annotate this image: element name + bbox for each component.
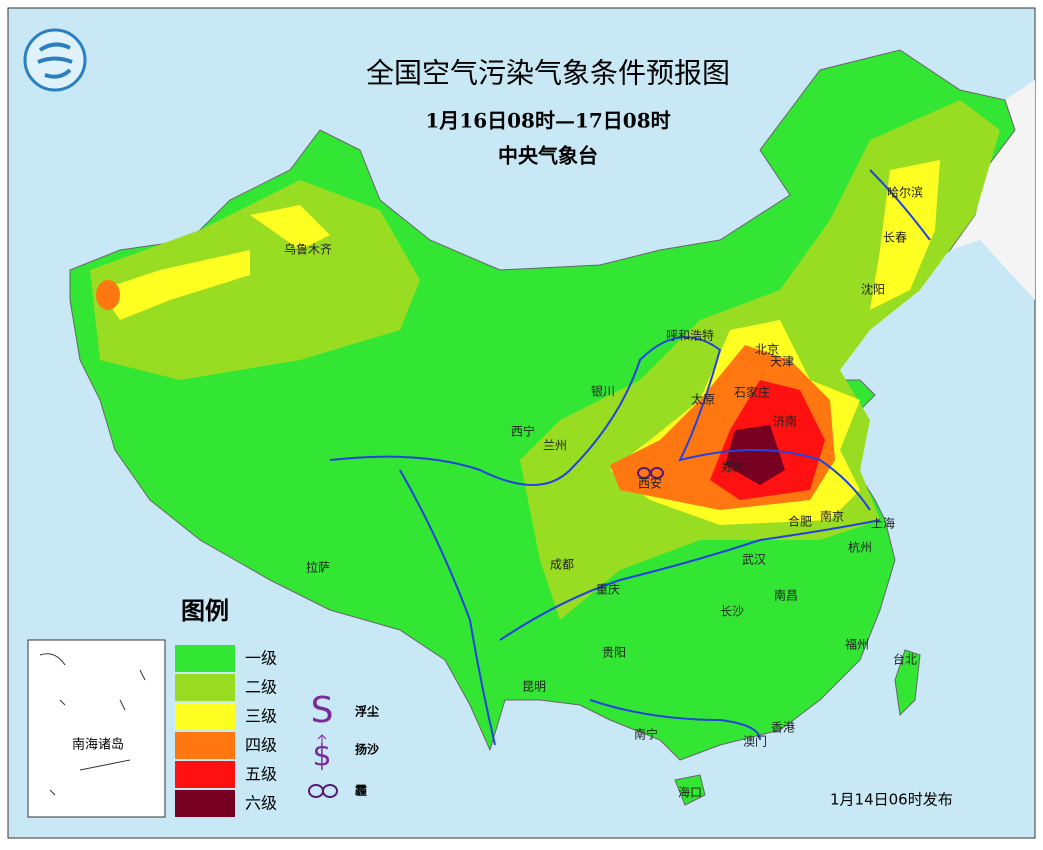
legend-label: 五级 xyxy=(245,765,277,784)
city-label: 郑州 xyxy=(721,460,745,475)
city-label: 杭州 xyxy=(848,540,872,555)
symbol-label: 浮尘 xyxy=(355,704,379,719)
city-label: 拉萨 xyxy=(306,560,330,575)
city-label: 海口 xyxy=(678,785,702,800)
zone-4 xyxy=(96,280,120,310)
city-label: 武汉 xyxy=(742,553,766,567)
zone-6 xyxy=(725,425,785,485)
city-label: 乌鲁木齐 xyxy=(284,242,332,257)
legend-swatch xyxy=(175,732,235,759)
legend-swatch xyxy=(175,703,235,730)
zone-3 xyxy=(250,205,330,250)
period: 1月16日08时—17日08时 xyxy=(425,109,670,133)
city-label: 南昌 xyxy=(774,588,798,603)
haze-marker xyxy=(650,467,664,479)
zone-2 xyxy=(90,180,420,380)
city-label: 昆明 xyxy=(522,680,546,694)
city-label: 兰州 xyxy=(543,439,567,453)
city-label: 台北 xyxy=(893,652,917,667)
city-label: 济南 xyxy=(773,414,797,429)
city-label: 成都 xyxy=(550,558,574,572)
zone-3 xyxy=(100,250,250,320)
inset-box xyxy=(27,639,166,818)
city-label: 合肥 xyxy=(788,514,812,529)
city-label: 重庆 xyxy=(596,583,620,597)
city-label: 南京 xyxy=(820,509,844,524)
city-label: 澳门 xyxy=(743,734,767,749)
city-label: 沈阳 xyxy=(861,282,885,297)
river xyxy=(399,169,931,746)
legend-swatch xyxy=(175,645,235,672)
city-label: 北京 xyxy=(755,343,779,357)
city-label: 南宁 xyxy=(634,727,658,742)
city-label: 呼和浩特 xyxy=(666,328,714,343)
taiwan xyxy=(894,649,921,717)
legend-title: 图例 xyxy=(181,597,229,625)
city-label: 天津 xyxy=(770,355,794,369)
city-label: 石家庄 xyxy=(734,385,770,400)
legend-swatch xyxy=(175,790,235,817)
title: 全国空气污染气象条件预报图 xyxy=(366,57,730,90)
logo-mark xyxy=(37,42,73,79)
city-label: 长沙 xyxy=(720,605,744,619)
legend-label: 六级 xyxy=(245,794,277,813)
issuer: 中央气象台 xyxy=(498,144,598,168)
city-label: 西宁 xyxy=(511,424,535,439)
city-label: 太原 xyxy=(691,392,715,407)
symbol-label: 扬沙 xyxy=(355,742,379,757)
city-label: 福州 xyxy=(845,637,869,652)
sand-symbol: $ xyxy=(312,739,331,774)
city-label: 西安 xyxy=(638,476,662,491)
legend-label: 四级 xyxy=(245,736,277,755)
city-label: 香港 xyxy=(771,721,795,735)
zone-3 xyxy=(870,160,940,310)
legend-label: 一级 xyxy=(245,649,277,668)
haze-symbol xyxy=(322,784,338,798)
city-label: 贵阳 xyxy=(602,646,626,660)
city-label: 长春 xyxy=(883,231,907,245)
inset-label: 南海诸岛 xyxy=(72,737,124,753)
legend-swatch xyxy=(175,674,235,701)
legend-label: 三级 xyxy=(245,707,277,726)
city-label: 银川 xyxy=(591,385,615,399)
city-label: 哈尔滨 xyxy=(887,185,923,200)
dust-symbol: S xyxy=(311,690,334,731)
legend-swatch xyxy=(175,761,235,788)
hainan xyxy=(674,774,706,806)
inset-islands xyxy=(39,653,146,796)
sand-arrow xyxy=(317,734,327,745)
river xyxy=(329,336,871,511)
symbol-label: 霾 xyxy=(355,784,367,798)
legend-label: 二级 xyxy=(245,678,277,697)
footer: 1月14日06时发布 xyxy=(830,791,953,809)
city-label: 上海 xyxy=(871,516,895,531)
